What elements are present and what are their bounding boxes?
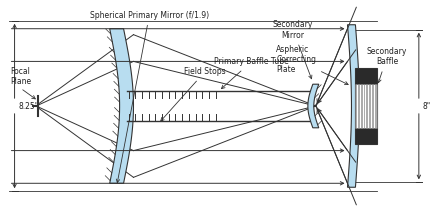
Polygon shape xyxy=(347,25,359,187)
Polygon shape xyxy=(110,29,133,183)
Polygon shape xyxy=(356,84,377,128)
Text: Primary Baffle Tube: Primary Baffle Tube xyxy=(214,57,289,89)
Polygon shape xyxy=(356,68,377,144)
Text: Secondary
Baffle: Secondary Baffle xyxy=(367,47,407,83)
Text: Field Stops: Field Stops xyxy=(161,67,226,121)
Text: 8.25": 8.25" xyxy=(19,102,39,110)
Polygon shape xyxy=(308,84,319,128)
Text: Focal
Plane: Focal Plane xyxy=(11,67,32,86)
Text: Secondary
Mirror: Secondary Mirror xyxy=(273,20,313,79)
Text: 8": 8" xyxy=(423,102,431,110)
Text: Aspheric
Correcting
Plate: Aspheric Correcting Plate xyxy=(276,45,348,85)
Text: Spherical Primary Mirror (f/1.9): Spherical Primary Mirror (f/1.9) xyxy=(90,11,209,183)
